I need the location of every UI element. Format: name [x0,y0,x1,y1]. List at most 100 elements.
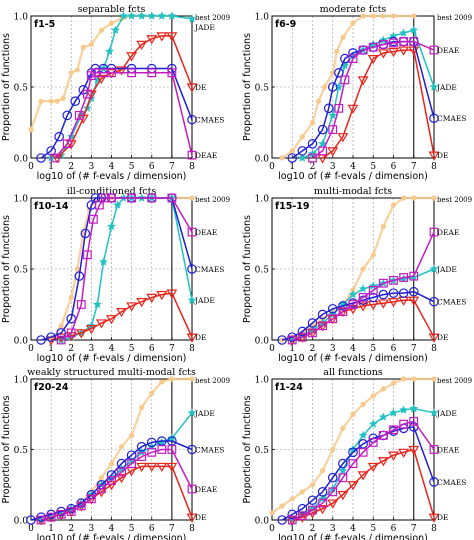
point-deae [88,214,98,224]
point-jade [399,405,408,414]
legend-label-jade: JADE [436,265,457,274]
x-tick-label: 8 [189,344,195,354]
point-best2009 [129,432,135,438]
point-jade [368,281,378,290]
point-cmaes [74,271,85,281]
point-deae [95,200,104,210]
point-jade [389,408,398,417]
point-best2009 [159,379,165,385]
point-jade [340,61,350,70]
point-best2009 [431,195,437,201]
point-deae [62,139,72,149]
point-de [146,35,158,45]
series-line-deae [292,420,435,521]
point-deae [334,103,344,113]
point-de [106,481,117,491]
point-best2009 [390,13,397,19]
point-jade [328,110,338,120]
point-jade [358,430,368,440]
chart-panel-2: 0 1 2 3 4 5 6 7 8 0.0 0.5 1.0 log10 of (# f-evals / … [242,4,472,182]
point-jade [105,46,114,56]
x-tick-label: 1 [48,344,54,354]
point-cmaes [297,503,308,514]
point-deae [82,250,92,260]
chart-title: weakly structured multi-modal fcts [27,367,196,378]
point-best2009 [68,294,74,300]
point-best2009 [279,155,285,161]
point-best2009 [380,223,386,229]
y-axis-label: Proportion of functions [242,33,253,141]
point-best2009 [279,503,285,509]
y-tick-label: 0.5 [255,446,270,456]
series-deae [308,37,439,163]
x-tick-label: 0 [28,162,34,172]
series-deae [287,227,439,345]
point-de [408,296,420,306]
point-best2009 [60,95,66,101]
point-best2009 [189,376,195,382]
series-line-deae [40,448,193,521]
point-best2009 [189,195,195,201]
point-de [296,513,308,523]
x-tick-label: 3 [330,524,336,534]
x-tick-label: 6 [391,344,397,354]
point-best2009 [74,266,80,272]
point-deae [127,68,137,78]
point-deae [167,193,177,203]
point-cmaes [388,288,399,298]
series-line-de [292,299,435,341]
panel-label: f20-24 [34,382,69,393]
x-tick-label: 4 [350,524,356,534]
point-jade [358,284,368,293]
x-tick-label: 5 [370,524,376,534]
legend-label-jade: JADE [194,409,215,418]
point-de [85,325,97,335]
point-deae [378,278,388,288]
point-best2009 [330,446,336,453]
point-best2009 [149,390,155,396]
point-de [398,448,410,458]
point-best2009 [334,48,340,55]
point-deae [318,321,328,331]
point-cmaes [348,48,358,58]
point-cmaes [62,110,73,121]
y-tick-label: 1.0 [14,195,29,205]
point-deae [358,447,368,457]
x-tick-label: 8 [189,162,195,172]
y-tick-label: 0.0 [255,517,270,527]
point-deae [74,110,84,120]
y-tick-label: 0.0 [255,337,270,347]
point-deae [399,37,409,46]
series-line-best2009 [271,377,434,514]
point-deae [66,328,76,338]
point-best2009 [380,13,386,19]
legend-label-deae: DEAE [437,228,459,237]
x-tick-label: 7 [411,162,417,172]
chart-panel-4: 0 1 2 3 4 5 6 7 8 0.0 0.5 1.0 log10 of (# f-evals / … [242,186,472,364]
legend-label-best2009: best 2009 [437,14,472,22]
x-tick-label: 4 [109,162,115,172]
point-de [428,333,439,343]
y-tick-label: 0.0 [14,517,29,527]
point-de [327,499,339,509]
point-best2009 [28,127,34,133]
point-deae [340,75,350,85]
legend-label-cmaes: CMAES [437,478,466,487]
point-deae [76,501,86,511]
point-deae [147,68,157,78]
x-axis-label: log10 of (# f-evals / dimension) [37,171,187,182]
point-deae [66,507,76,516]
x-tick-label: 8 [189,524,195,534]
point-jade [113,200,122,209]
x-tick-label: 0 [28,524,34,534]
point-cmaes [327,472,338,483]
x-tick-label: 0 [28,344,34,354]
legend-label-cmaes: CMAES [195,116,224,125]
x-tick-label: 8 [431,344,437,354]
legend-label-cmaes: CMAES [437,298,466,307]
legend-label-jade: JADE [194,23,215,32]
point-cmaes [307,139,318,149]
point-jade [111,25,120,34]
point-best2009 [330,70,336,76]
point-deae [328,314,338,324]
